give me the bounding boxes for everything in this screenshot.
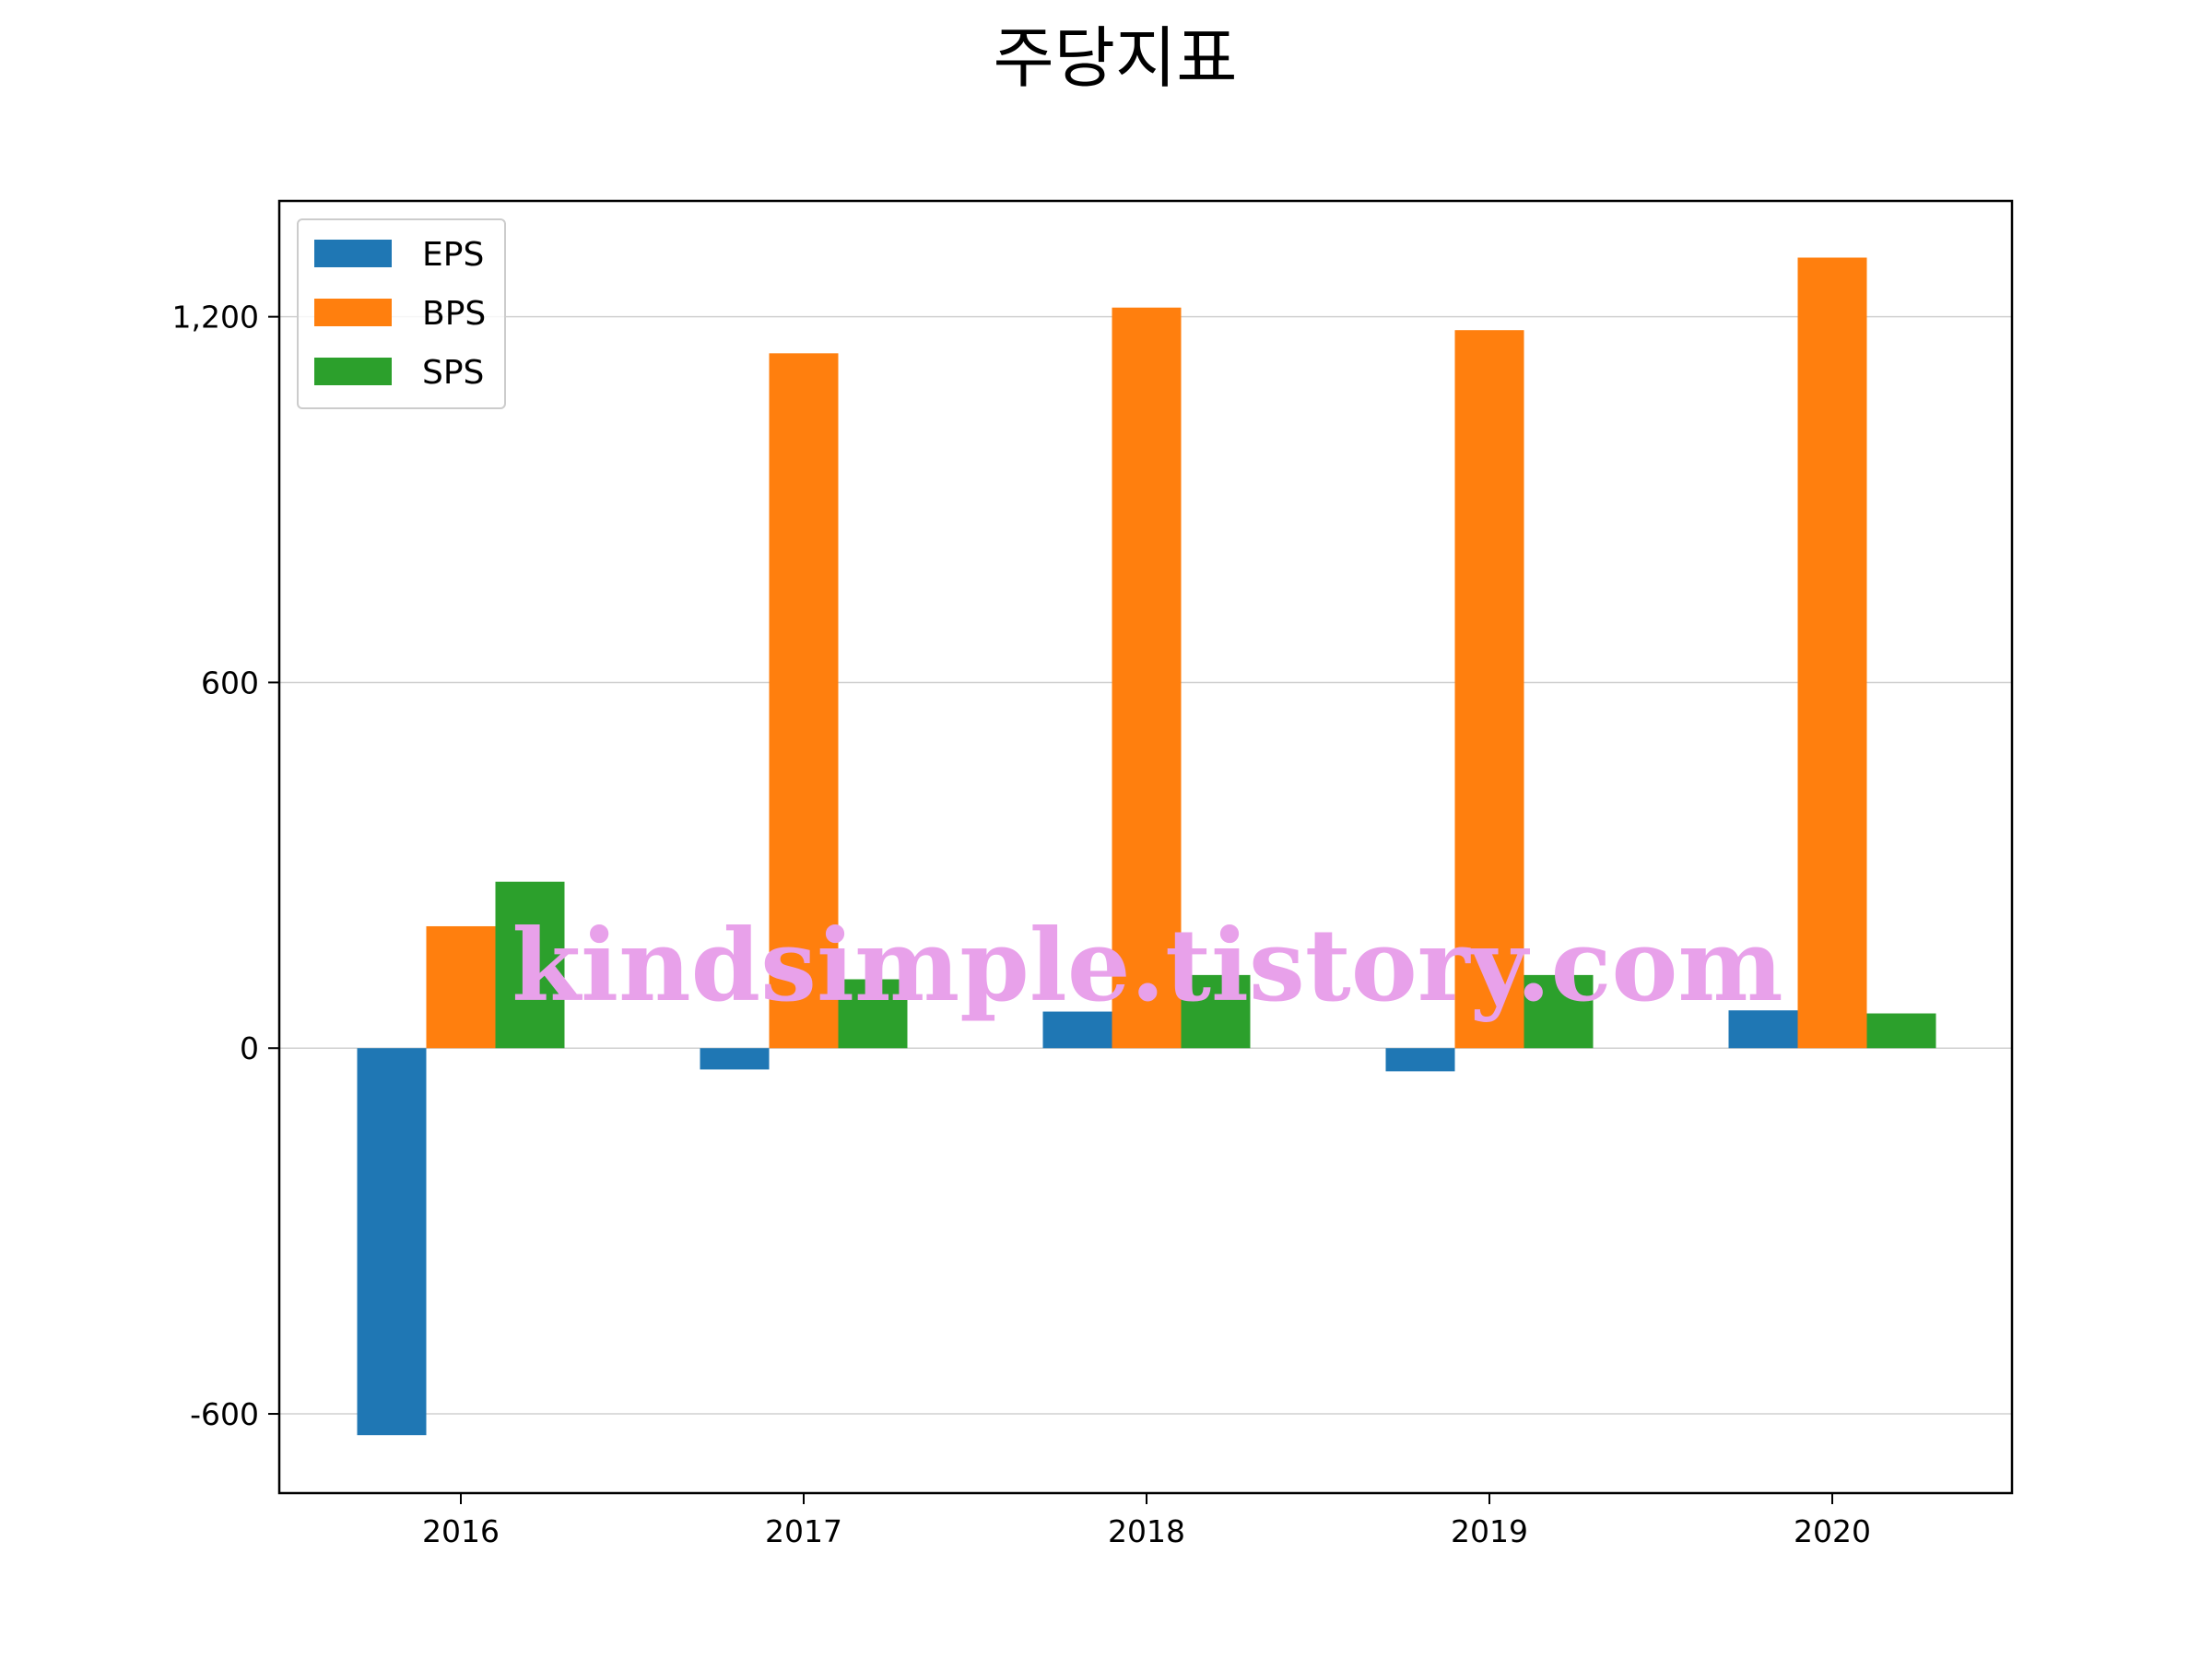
bar-sps-2018	[1181, 974, 1251, 1049]
bar-sps-2016	[495, 881, 565, 1049]
bar-eps-2016	[357, 1048, 427, 1436]
y-tick-label: 0	[240, 1030, 259, 1066]
bar-sps-2020	[1866, 1013, 1936, 1049]
y-tick-label: -600	[190, 1396, 259, 1432]
x-tick-label: 2019	[1451, 1513, 1528, 1549]
x-tick-label: 2018	[1108, 1513, 1185, 1549]
bar-sps-2019	[1524, 974, 1594, 1049]
bar-bps-2018	[1112, 307, 1182, 1049]
x-tick-label: 2017	[765, 1513, 842, 1549]
legend-label-bps: BPS	[422, 295, 486, 333]
legend-swatch-eps	[314, 240, 392, 267]
chart-title: 주당지표	[994, 19, 1238, 97]
bar-bps-2016	[426, 925, 496, 1049]
bar-bps-2019	[1454, 330, 1524, 1049]
x-tick-label: 2020	[1794, 1513, 1871, 1549]
y-tick-label: 1,200	[172, 300, 259, 335]
legend-swatch-sps	[314, 358, 392, 385]
bar-eps-2020	[1728, 1010, 1798, 1049]
bar-bps-2017	[769, 353, 839, 1049]
bars	[357, 257, 1936, 1436]
bar-sps-2017	[838, 979, 908, 1049]
legend: EPS BPS SPS	[297, 218, 506, 409]
bar-eps-2019	[1385, 1048, 1455, 1072]
bar-eps-2017	[700, 1048, 770, 1070]
y-axis: -600 0 600 1,200	[172, 300, 279, 1432]
legend-label-sps: SPS	[422, 354, 484, 392]
legend-swatch-bps	[314, 299, 392, 326]
bar-eps-2018	[1042, 1011, 1112, 1049]
legend-label-eps: EPS	[422, 236, 484, 274]
x-axis: 2016 2017 2018 2019 2020	[422, 1493, 1871, 1549]
bar-bps-2020	[1797, 257, 1867, 1049]
y-tick-label: 600	[201, 665, 259, 700]
x-tick-label: 2016	[422, 1513, 500, 1549]
watermark: kindsimple.tistory.com	[512, 908, 1783, 1024]
